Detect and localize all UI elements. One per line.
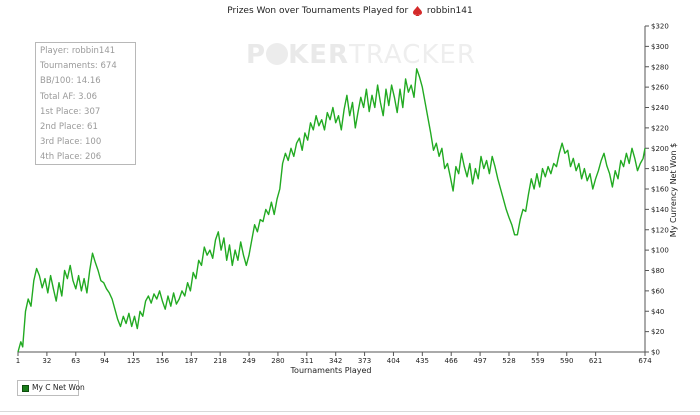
bottom-divider [0, 411, 700, 412]
legend-swatch [22, 385, 29, 392]
x-tick-label: 249 [242, 357, 255, 365]
x-axis-label: Tournaments Played [290, 366, 372, 375]
poker-chip-icon [413, 6, 423, 16]
player-stats-box: Player: robbin141 Tournaments: 674 BB/10… [35, 42, 136, 165]
y-axis: $0 $20 $40 $60 $80 $100 $120 $140 $160 $180 $200 $2… [645, 23, 669, 357]
stat-fourth-place: 4th Place: 206 [40, 152, 102, 163]
y-tick-label: $60 [651, 287, 664, 295]
x-tick-label: 125 [127, 357, 140, 365]
stat-second-place: 2nd Place: 61 [40, 122, 98, 133]
x-tick-label: 32 [42, 357, 51, 365]
legend: My C Net Won [17, 380, 85, 396]
stat-player: Player: robbin141 [40, 46, 116, 56]
stat-total-af: Total AF: 3.06 [40, 91, 98, 102]
x-tick-label: 559 [531, 357, 544, 365]
y-axis-label: My Currency Net Won $ [669, 143, 678, 237]
legend-label: My C Net Won [32, 383, 85, 392]
y-tick-label: $0 [651, 349, 660, 357]
y-tick-label: $80 [651, 267, 664, 275]
x-tick-label: 373 [358, 357, 371, 365]
x-tick-label: 435 [416, 357, 429, 365]
y-tick-label: $240 [651, 104, 669, 112]
x-axis: 1 32 63 94 125 156 187 218 249 280 311 342 373 404 435… [16, 352, 652, 365]
stat-third-place: 3rd Place: 100 [40, 137, 102, 148]
chart-title: Prizes Won over Tournaments Played for r… [0, 6, 700, 17]
x-tick-label: 674 [638, 357, 652, 365]
x-tick-label: 590 [560, 357, 573, 365]
y-tick-label: $260 [651, 84, 669, 92]
x-tick-label: 311 [300, 357, 313, 365]
series-layer [17, 68, 646, 353]
stat-bb100: BB/100: 14.16 [40, 76, 101, 87]
chart-title-text: Prizes Won over Tournaments Played for [227, 6, 409, 16]
x-tick-label: 94 [100, 357, 109, 365]
chart-title-player: robbin141 [426, 6, 473, 16]
y-tick-label: $40 [651, 308, 664, 316]
x-tick-label: 280 [271, 357, 284, 365]
x-tick-label: 63 [71, 357, 80, 365]
y-tick-label: $300 [651, 43, 669, 51]
y-tick-label: $320 [651, 23, 669, 31]
y-tick-label: $180 [651, 165, 669, 173]
x-tick-label: 466 [445, 357, 459, 365]
x-tick-label: 342 [329, 357, 342, 365]
x-tick-label: 1 [16, 357, 20, 365]
y-tick-label: $120 [651, 226, 669, 234]
y-tick-label: $140 [651, 206, 669, 214]
stat-tournaments: Tournaments: 674 [40, 61, 117, 72]
stat-first-place: 1st Place: 307 [40, 106, 101, 117]
x-tick-label: 621 [589, 357, 602, 365]
y-tick-label: $220 [651, 124, 669, 132]
x-tick-label: 187 [185, 357, 198, 365]
series-line-net-won [17, 68, 646, 353]
y-tick-label: $200 [651, 145, 669, 153]
y-tick-label: $280 [651, 63, 669, 71]
x-tick-label: 156 [156, 357, 170, 365]
x-tick-label: 404 [387, 357, 401, 365]
y-tick-label: $100 [651, 247, 669, 255]
x-tick-label: 218 [213, 357, 226, 365]
y-tick-label: $20 [651, 328, 664, 336]
y-tick-label: $160 [651, 186, 669, 194]
x-tick-label: 497 [473, 357, 486, 365]
x-tick-label: 528 [502, 357, 515, 365]
pokertracker-watermark: P KERTRACKER [246, 40, 476, 70]
